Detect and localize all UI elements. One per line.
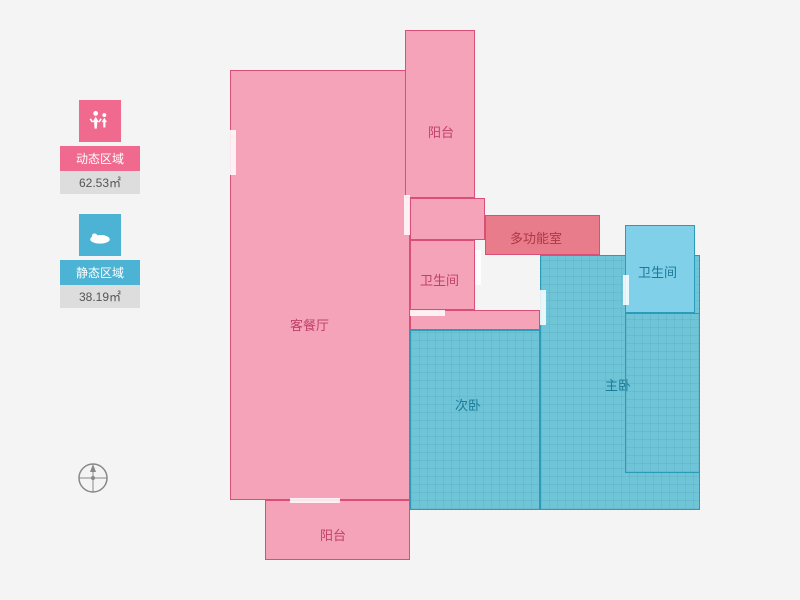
room-balcony_top (405, 30, 475, 198)
label-balcony_bot: 阳台 (320, 525, 346, 544)
label-bathroom1: 卫生间 (420, 270, 459, 289)
legend-static-label: 静态区域 (60, 260, 140, 285)
legend-static: 静态区域 38.19㎡ (60, 214, 140, 308)
label-second_bed: 次卧 (455, 395, 481, 414)
room-second_bed (410, 330, 540, 510)
door-opening (230, 130, 236, 175)
label-multi: 多功能室 (510, 228, 562, 247)
label-living: 客餐厅 (290, 315, 329, 334)
room-corridor (410, 198, 485, 240)
door-opening (410, 310, 445, 316)
sleep-icon (79, 214, 121, 256)
door-opening (475, 250, 481, 285)
legend-static-value: 38.19㎡ (60, 285, 140, 308)
door-opening (623, 275, 629, 305)
zone-legend: 动态区域 62.53㎡ 静态区域 38.19㎡ (60, 100, 140, 328)
door-opening (404, 195, 410, 235)
door-opening (540, 290, 546, 325)
label-master_bed: 主卧 (605, 375, 631, 394)
legend-dynamic-label: 动态区域 (60, 146, 140, 171)
label-balcony_top: 阳台 (428, 122, 454, 141)
label-bathroom2: 卫生间 (638, 262, 677, 281)
floor-plan: 阳台客餐厅卫生间多功能室卫生间次卧主卧阳台 (230, 30, 750, 570)
legend-dynamic-value: 62.53㎡ (60, 171, 140, 194)
compass-icon (75, 460, 111, 496)
legend-dynamic: 动态区域 62.53㎡ (60, 100, 140, 194)
room-master-ext (625, 313, 700, 473)
people-icon (79, 100, 121, 142)
room-living (230, 70, 410, 500)
door-opening (290, 498, 340, 503)
